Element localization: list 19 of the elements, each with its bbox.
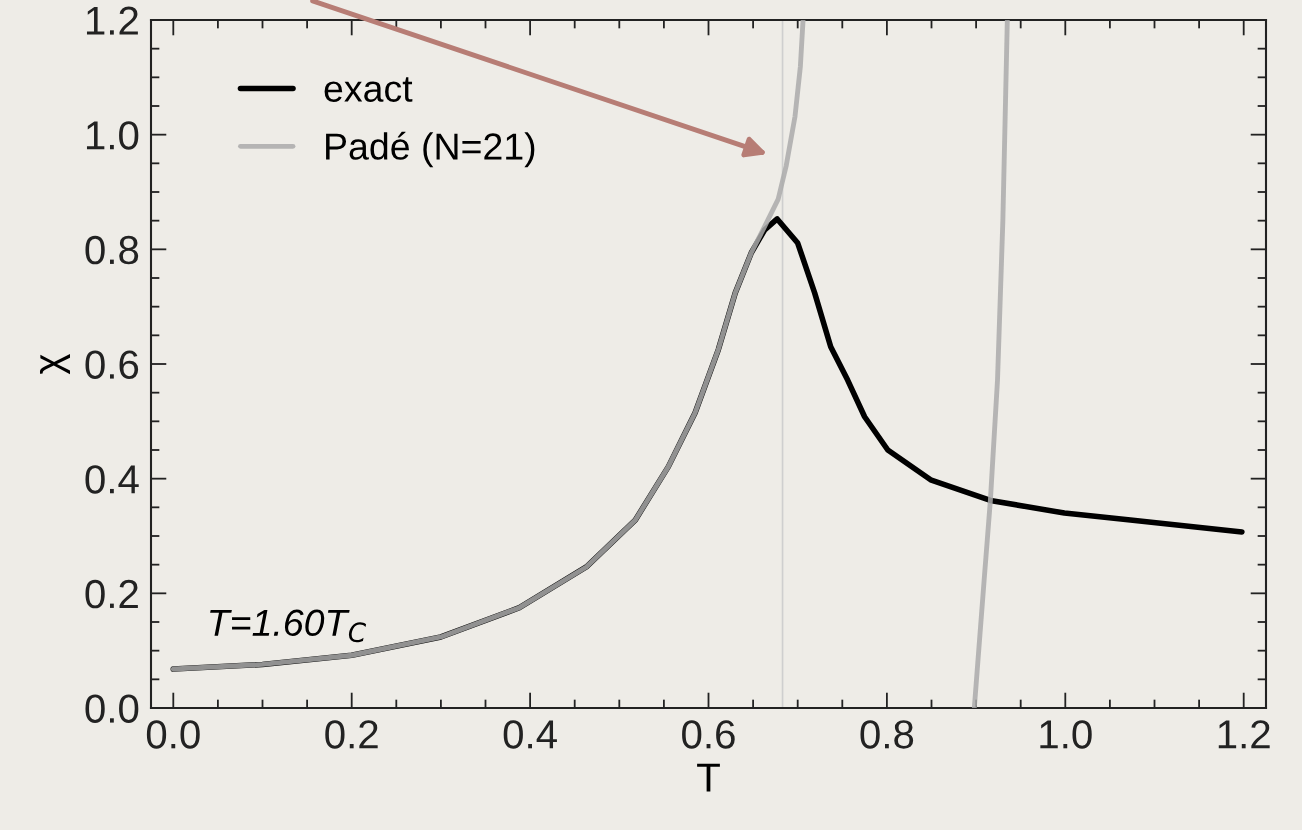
- x-tick-label: 0.2: [325, 720, 378, 749]
- y-tick-label: 1.0: [86, 121, 139, 150]
- y-tick-label: 0.0: [85, 694, 139, 723]
- x-tick-label: 0.6: [682, 720, 735, 749]
- y-tick-label: 0.2: [85, 579, 138, 609]
- legend-label: exact: [324, 77, 413, 102]
- x-tick-label: 1.2: [1218, 720, 1270, 749]
- x-tick-label: 0.8: [860, 720, 914, 749]
- y-tick-label: 1.2: [86, 6, 138, 35]
- x-tick-label: 0.4: [503, 720, 557, 749]
- annotation: T=1.60T$_{C}$: [210, 609, 367, 643]
- x-tick-label: 0.0: [146, 720, 200, 749]
- x-axis-title: T: [697, 763, 720, 792]
- y-tick-label: 0.4: [85, 465, 139, 494]
- y-tick-label: 0.8: [85, 235, 139, 265]
- x-tick-label: 1.0: [1040, 720, 1092, 749]
- y-tick-label: 0.6: [85, 350, 139, 379]
- y-axis-title: χ: [39, 353, 70, 375]
- legend-label: Padé (N=21): [326, 131, 535, 168]
